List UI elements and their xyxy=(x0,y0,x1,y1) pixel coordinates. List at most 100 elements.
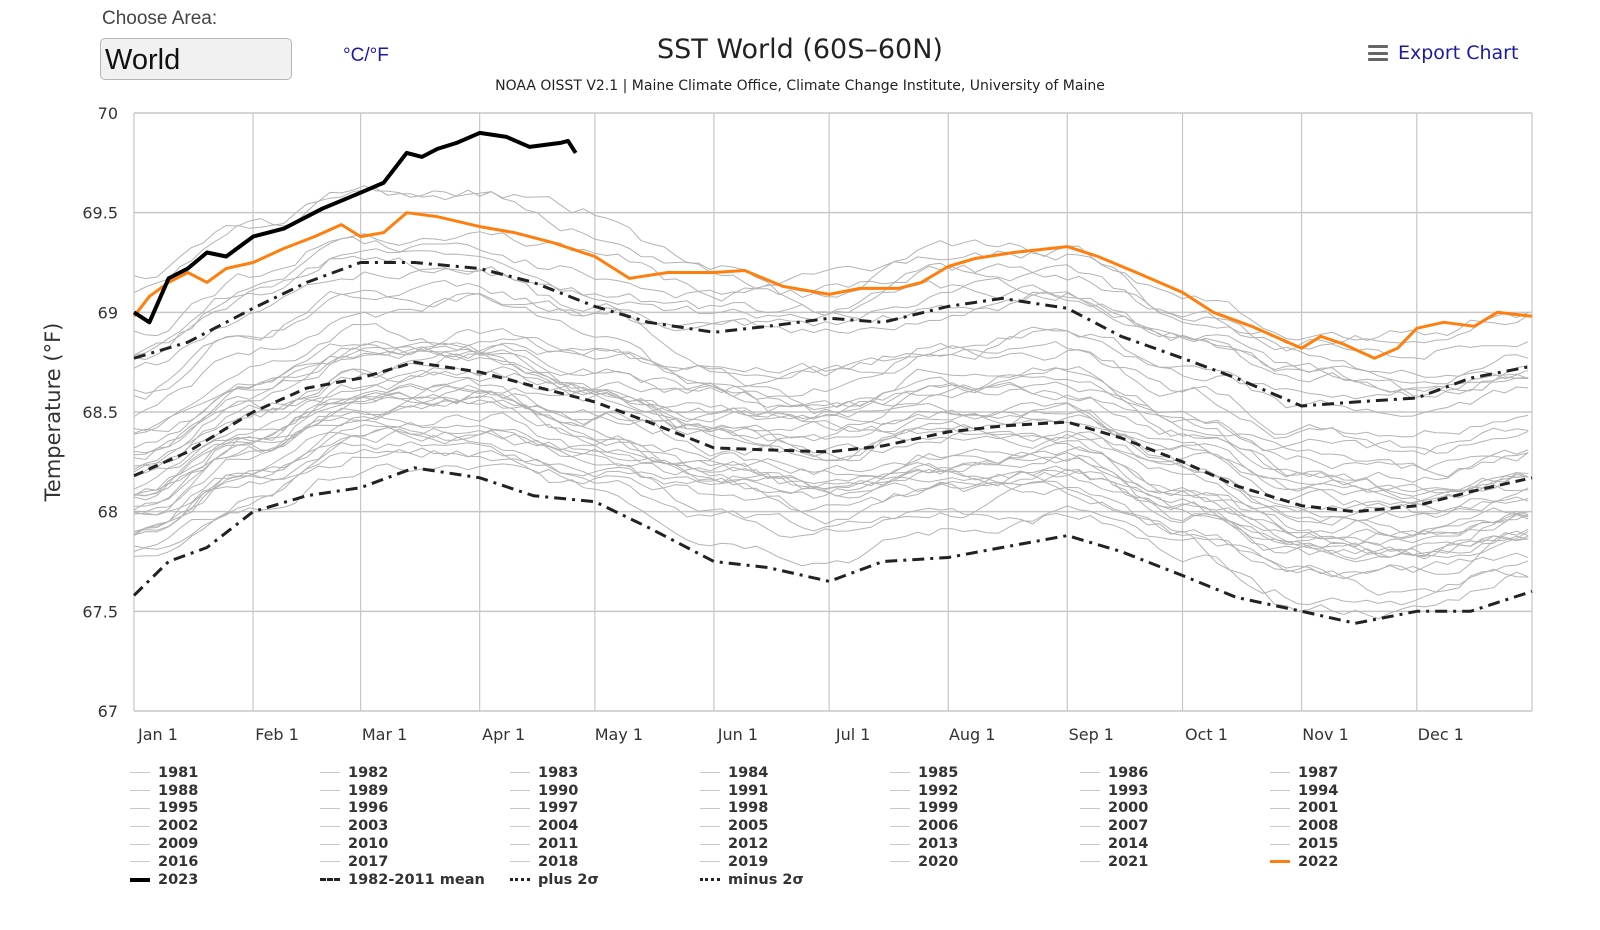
legend-item[interactable]: 2017 xyxy=(320,853,510,871)
legend-item[interactable]: 2022 xyxy=(1270,853,1460,871)
legend-swatch-icon xyxy=(890,790,910,792)
legend-item[interactable]: 2000 xyxy=(1080,800,1270,818)
legend-item[interactable]: 1986 xyxy=(1080,764,1270,782)
legend-swatch-icon xyxy=(320,825,340,827)
legend-item[interactable]: 1996 xyxy=(320,800,510,818)
legend-item[interactable]: 2013 xyxy=(890,835,1080,853)
legend-swatch-icon xyxy=(890,772,910,774)
legend-item[interactable]: 1991 xyxy=(700,782,890,800)
legend-swatch-icon xyxy=(1080,861,1100,863)
legend-swatch-icon xyxy=(890,807,910,809)
legend-item[interactable]: 1997 xyxy=(510,800,700,818)
legend-item[interactable]: 2012 xyxy=(700,835,890,853)
legend-item[interactable]: 2019 xyxy=(700,853,890,871)
legend-swatch-icon xyxy=(1080,772,1100,774)
y-tick-label: 69.5 xyxy=(82,204,118,223)
legend-item[interactable]: 1998 xyxy=(700,800,890,818)
legend-item[interactable]: 2001 xyxy=(1270,800,1460,818)
legend-swatch-icon xyxy=(130,861,150,863)
legend-item[interactable]: minus 2σ xyxy=(700,871,890,889)
legend-item[interactable]: 2004 xyxy=(510,817,700,835)
legend-item[interactable]: 1982-2011 mean xyxy=(320,871,510,889)
legend-swatch-icon xyxy=(700,861,720,863)
legend-item[interactable]: 2014 xyxy=(1080,835,1270,853)
series-line-2010 xyxy=(133,289,1529,513)
legend-item[interactable]: plus 2σ xyxy=(510,871,700,889)
legend-item[interactable]: 2015 xyxy=(1270,835,1460,853)
legend-label: 1998 xyxy=(728,800,769,817)
y-tick-label: 67.5 xyxy=(82,602,118,621)
legend-item[interactable]: 2021 xyxy=(1080,853,1270,871)
x-axis-ticks: Jan 1 Feb 1 Mar 1 Apr 1 May 1 Jun 1 Jul 1 Aug 1… xyxy=(137,725,1464,744)
background-year-series xyxy=(133,185,1529,620)
legend-item[interactable]: 2006 xyxy=(890,817,1080,835)
legend-item[interactable]: 2002 xyxy=(130,817,320,835)
choose-area-label: Choose Area: xyxy=(102,8,218,29)
series-line-2017 xyxy=(133,236,1529,400)
legend-item[interactable]: 1983 xyxy=(510,764,700,782)
legend-item[interactable]: 2003 xyxy=(320,817,510,835)
legend-item[interactable]: 1981 xyxy=(130,764,320,782)
legend-label: 1983 xyxy=(538,764,579,781)
legend-item[interactable]: 1992 xyxy=(890,782,1080,800)
legend-label: 2010 xyxy=(348,836,389,853)
legend-label: 1995 xyxy=(158,800,199,817)
legend-item[interactable]: 1994 xyxy=(1270,782,1460,800)
legend-swatch-icon xyxy=(320,861,340,863)
legend-label: 2013 xyxy=(918,836,959,853)
legend-label: 2003 xyxy=(348,818,389,835)
legend-swatch-icon xyxy=(700,790,720,792)
legend-item[interactable]: 1985 xyxy=(890,764,1080,782)
legend-label: 1990 xyxy=(538,782,579,799)
legend-item[interactable]: 2007 xyxy=(1080,817,1270,835)
legend-item[interactable]: 1989 xyxy=(320,782,510,800)
legend-item[interactable]: 1988 xyxy=(130,782,320,800)
legend-item[interactable]: 2016 xyxy=(130,853,320,871)
x-tick-label: Feb 1 xyxy=(255,725,299,744)
legend-item[interactable]: 2005 xyxy=(700,817,890,835)
legend-item[interactable]: 2008 xyxy=(1270,817,1460,835)
legend-swatch-icon xyxy=(890,861,910,863)
export-chart-button[interactable]: Export Chart xyxy=(1368,42,1518,64)
legend-item[interactable]: 1984 xyxy=(700,764,890,782)
legend-item[interactable]: 2018 xyxy=(510,853,700,871)
legend-item[interactable]: 1990 xyxy=(510,782,700,800)
export-chart-label: Export Chart xyxy=(1398,42,1519,64)
legend-item[interactable]: 1993 xyxy=(1080,782,1270,800)
legend-swatch-icon xyxy=(1080,807,1100,809)
legend-swatch-icon xyxy=(130,843,150,845)
highlight-series xyxy=(132,130,1533,625)
series-line-2004 xyxy=(133,343,1529,478)
area-select[interactable]: World xyxy=(100,38,292,80)
legend-label: 1996 xyxy=(348,800,389,817)
series-line-2023 xyxy=(132,130,578,325)
legend-item[interactable]: 1982 xyxy=(320,764,510,782)
legend-item[interactable]: 2011 xyxy=(510,835,700,853)
series-line-2019 xyxy=(133,231,1529,347)
legend-item[interactable]: 2010 xyxy=(320,835,510,853)
legend-item[interactable]: 2020 xyxy=(890,853,1080,871)
legend-label: 2015 xyxy=(1298,836,1339,853)
legend-label: 1985 xyxy=(918,764,959,781)
x-tick-label: Jul 1 xyxy=(835,725,871,744)
series-line-2001 xyxy=(133,371,1529,496)
legend-swatch-icon xyxy=(700,825,720,827)
series-line-1991 xyxy=(133,383,1529,526)
series-line-1982 xyxy=(133,426,1529,546)
legend-item[interactable]: 1987 xyxy=(1270,764,1460,782)
legend-label: 2016 xyxy=(158,853,199,870)
x-tick-label: Aug 1 xyxy=(949,725,996,744)
legend-swatch-icon xyxy=(890,843,910,845)
legend-item[interactable]: 1999 xyxy=(890,800,1080,818)
legend-label: minus 2σ xyxy=(728,871,804,888)
legend-label: 2022 xyxy=(1298,853,1339,870)
legend-label: 1994 xyxy=(1298,782,1339,799)
legend-label: 1982 xyxy=(348,764,389,781)
legend-item[interactable]: 1995 xyxy=(130,800,320,818)
legend-item[interactable]: 2009 xyxy=(130,835,320,853)
unit-toggle-link[interactable]: °C/°F xyxy=(343,45,389,66)
legend-item[interactable]: 2023 xyxy=(130,871,320,889)
legend-swatch-icon xyxy=(510,772,530,774)
legend-swatch-icon xyxy=(130,825,150,827)
